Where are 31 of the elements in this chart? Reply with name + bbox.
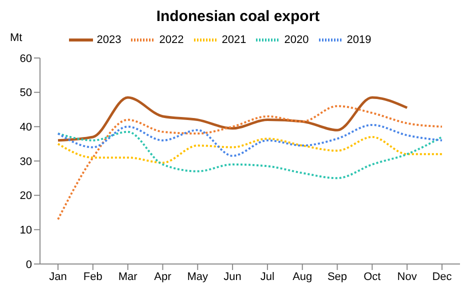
y-tick-label: 50	[20, 87, 32, 100]
x-tick-label: Jan	[49, 270, 67, 283]
legend-label: 2023	[96, 34, 122, 46]
legend-label: 2020	[284, 34, 309, 46]
x-tick-label: Aug	[292, 270, 312, 283]
line-series	[57, 124, 443, 157]
x-tick-label: Mar	[118, 270, 138, 283]
line-series	[56, 96, 408, 142]
line-series	[57, 136, 443, 164]
line-series	[57, 130, 443, 180]
x-tick-label: May	[187, 270, 209, 283]
y-tick-label: 30	[20, 156, 32, 168]
x-tick-label: Jun	[224, 270, 242, 283]
x-tick-label: Dec	[432, 270, 452, 283]
y-tick-label: 0	[26, 258, 32, 271]
x-tick-label: Sep	[327, 270, 348, 283]
x-tick-label: Nov	[397, 270, 418, 283]
y-tick-label: 40	[20, 122, 32, 134]
line-series	[57, 105, 443, 220]
legend-label: 2021	[222, 34, 246, 46]
x-tick-label: Jul	[260, 270, 274, 283]
legend-label: 2022	[159, 34, 184, 46]
y-tick-label: 20	[20, 190, 32, 202]
y-tick-label: 10	[20, 224, 32, 237]
y-tick-label: 60	[20, 52, 32, 65]
x-tick-label: Apr	[154, 270, 172, 283]
chart-title: Indonesian coal export	[155, 8, 321, 27]
y-axis-title: Mt	[10, 32, 22, 44]
x-tick-label: Feb	[83, 270, 102, 283]
legend-label: 2019	[346, 34, 372, 46]
x-tick-label: Oct	[364, 270, 381, 283]
